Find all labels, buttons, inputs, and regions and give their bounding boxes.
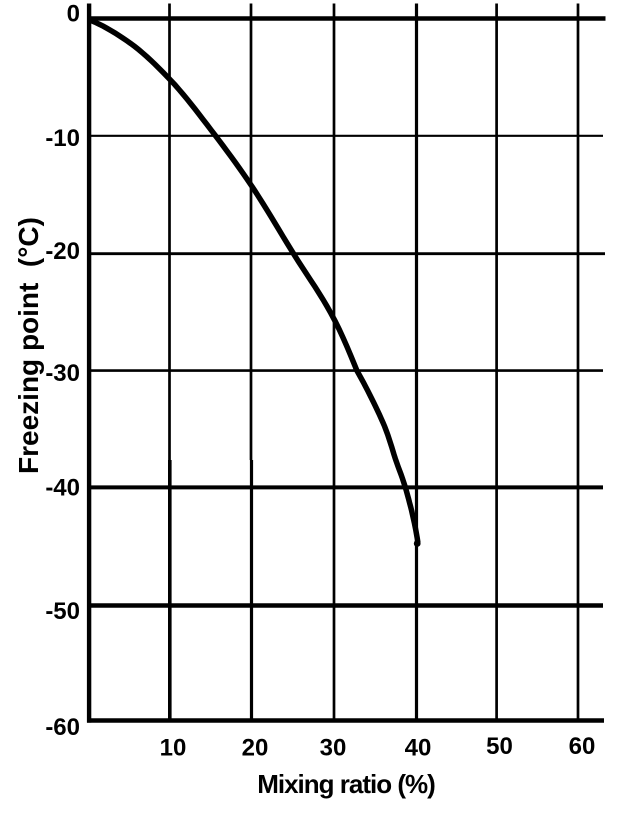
svg-text:-60: -60 <box>45 714 80 741</box>
svg-text:0: 0 <box>67 1 80 28</box>
svg-text:20: 20 <box>242 735 269 762</box>
svg-text:50: 50 <box>486 733 513 760</box>
svg-text:30: 30 <box>320 735 347 762</box>
svg-text:Freezing point (°C): Freezing point (°C) <box>13 217 44 474</box>
svg-text:Mixing ratio (%): Mixing ratio (%) <box>257 769 435 799</box>
svg-text:60: 60 <box>569 733 596 760</box>
svg-text:-40: -40 <box>45 475 80 502</box>
svg-text:-20: -20 <box>45 238 80 265</box>
svg-text:40: 40 <box>405 735 432 762</box>
svg-text:-10: -10 <box>45 125 80 152</box>
svg-text:10: 10 <box>160 735 187 762</box>
svg-text:-30: -30 <box>45 360 80 387</box>
svg-text:-50: -50 <box>45 598 80 625</box>
